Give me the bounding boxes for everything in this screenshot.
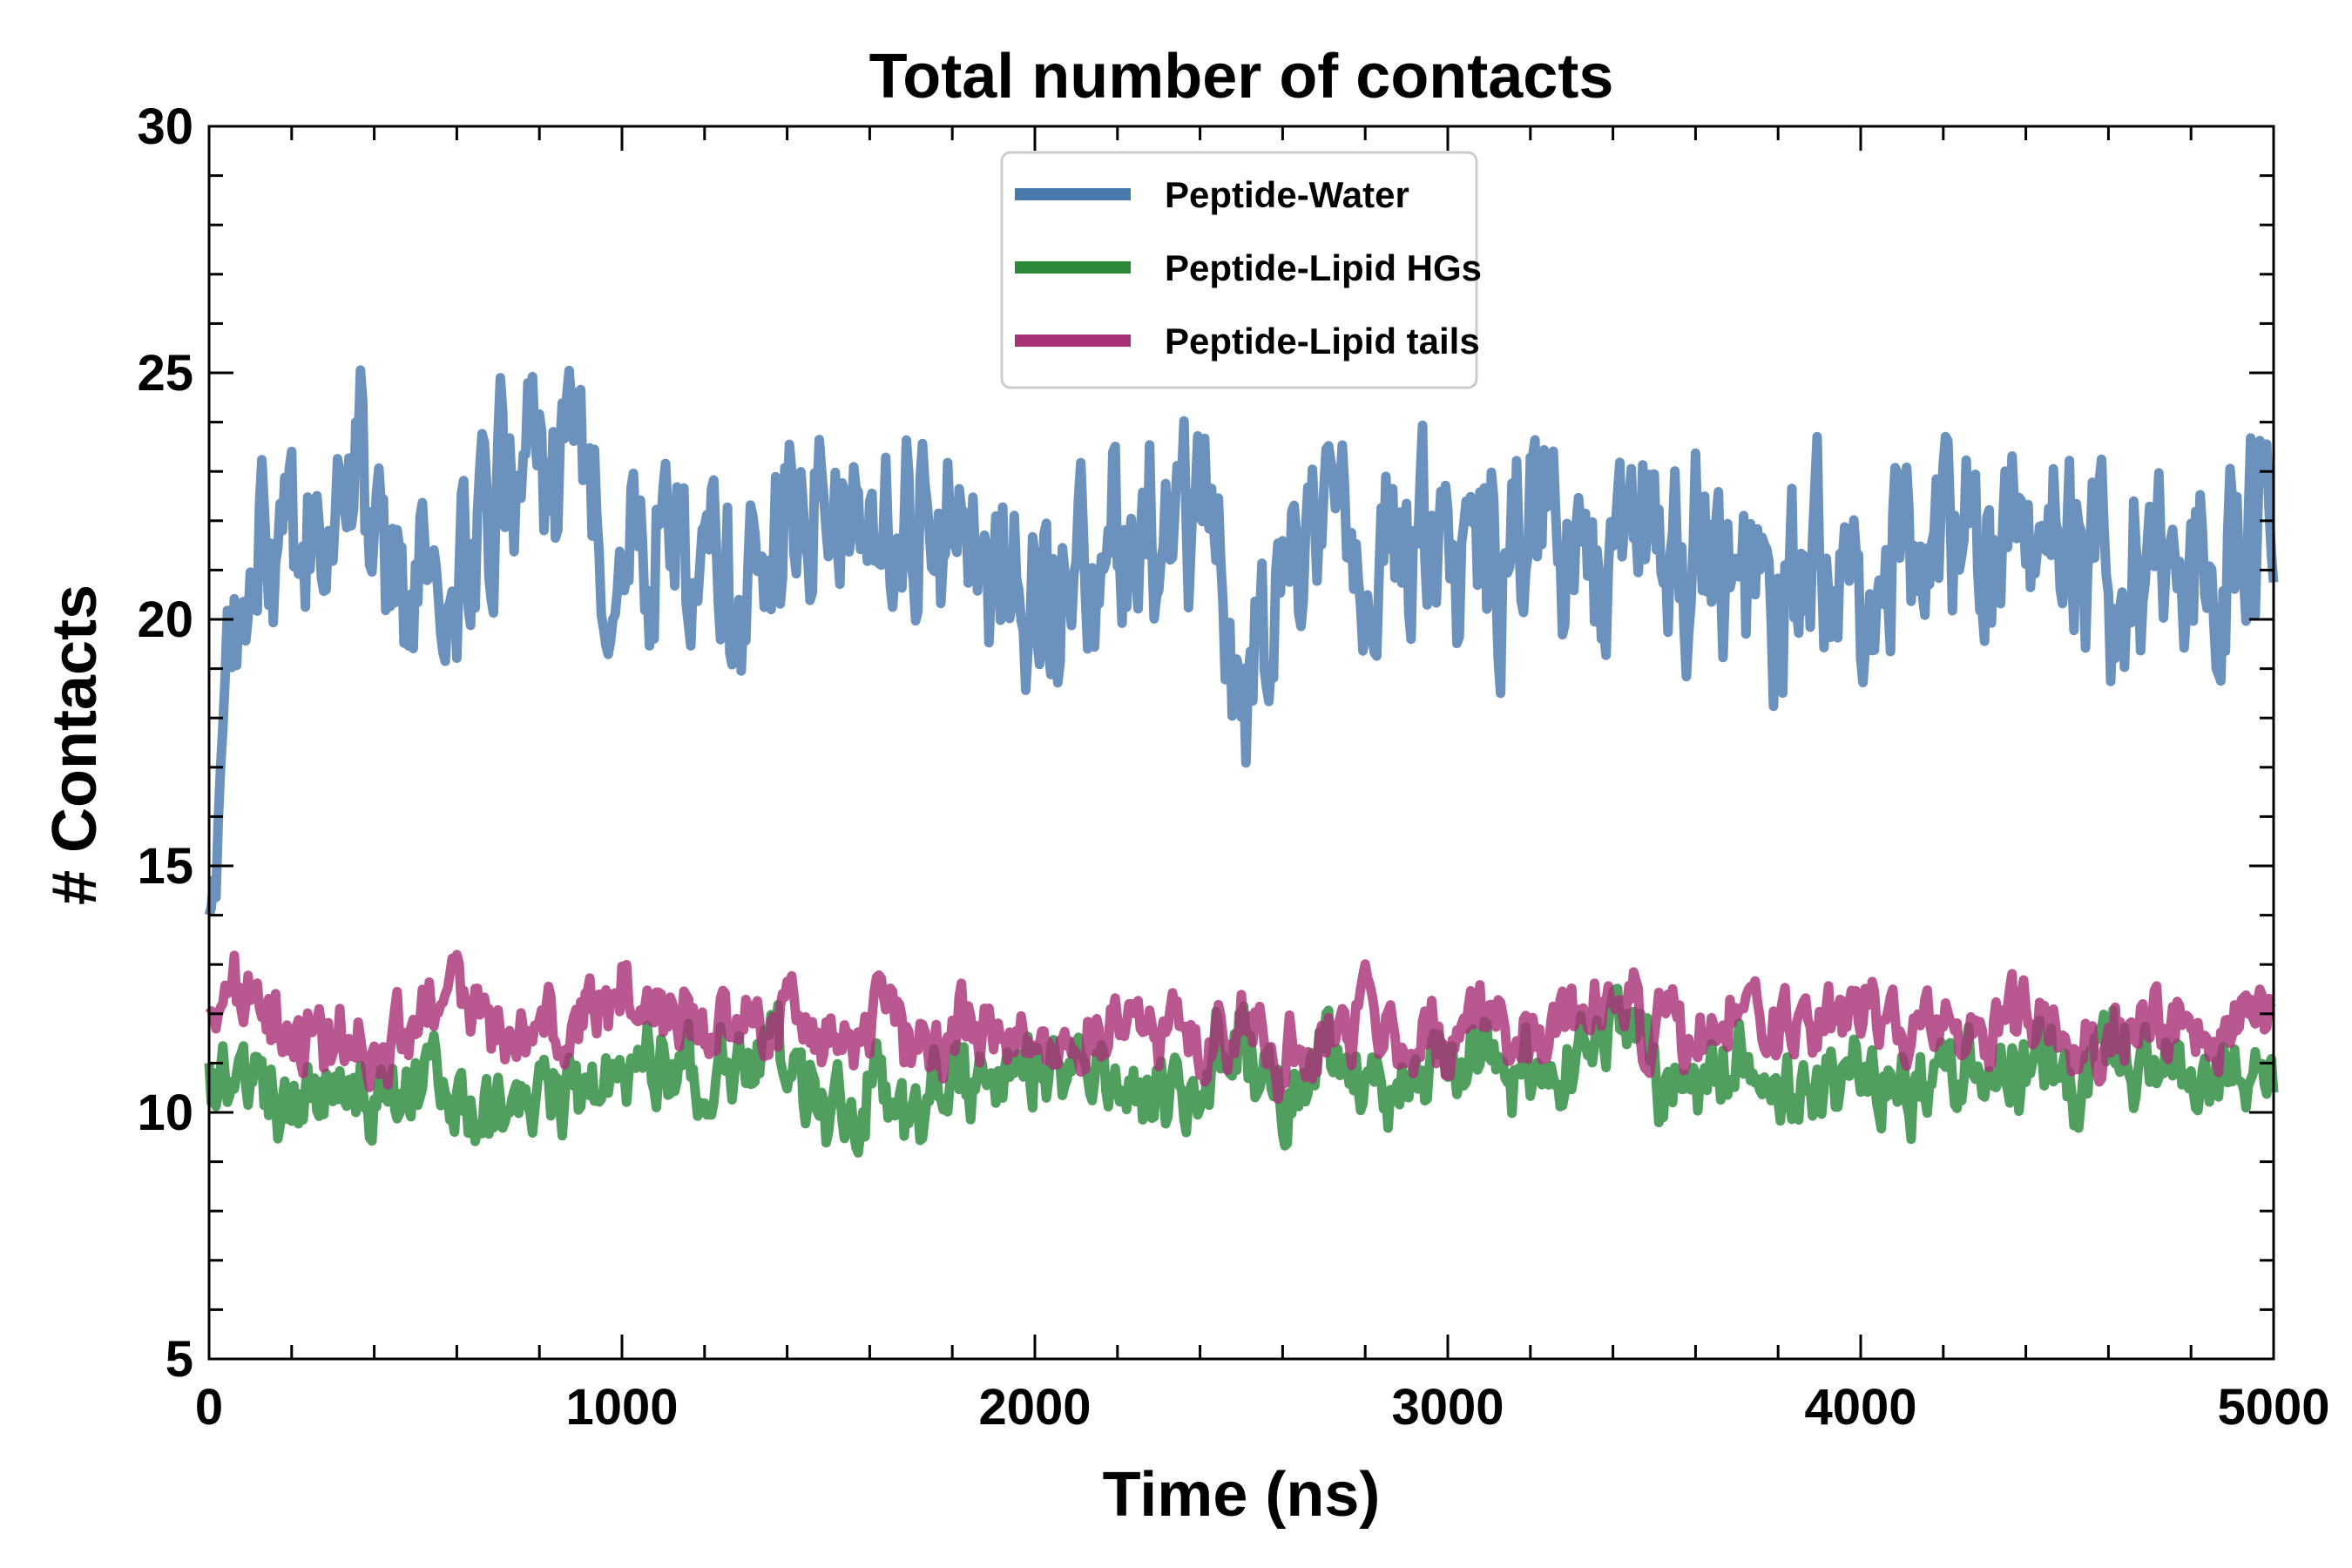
y-tick-label: 30 [137,98,193,155]
series-line-peptide-water [204,365,2279,917]
plot-frame [207,125,2275,1361]
x-axis: 0 1000 2000 3000 4000 5000 [195,126,2330,1436]
y-axis-label: # Contacts [40,585,110,905]
legend: Peptide-Water Peptide-Lipid HGs Peptide-Li… [1000,151,1482,389]
legend-label: Peptide-Lipid tails [1165,321,1480,362]
y-tick-label: 5 [166,1331,193,1388]
x-tick-label: 4000 [1804,1379,1916,1436]
legend-box [1000,151,1478,389]
legend-label: Peptide-Water [1165,174,1409,215]
y-tick-label: 20 [137,591,193,648]
y-tick-label: 10 [137,1085,193,1141]
y-tick-label: 25 [137,345,193,402]
x-tick-label: 2000 [978,1379,1091,1436]
x-tick-label: 5000 [2217,1379,2329,1436]
x-tick-label: 0 [195,1379,223,1436]
x-axis-label: Time (ns) [1103,1460,1381,1530]
y-tick-label: 15 [137,838,193,895]
y-axis: 5 10 15 20 25 30 [137,98,2274,1388]
plot-area [204,125,2279,1361]
x-tick-label: 1000 [565,1379,678,1436]
legend-label: Peptide-Lipid HGs [1165,247,1482,288]
x-tick-label: 3000 [1391,1379,1504,1436]
series-line-peptide-lipid-tails [205,950,2276,1105]
chart-title: Total number of contacts [869,42,1614,112]
